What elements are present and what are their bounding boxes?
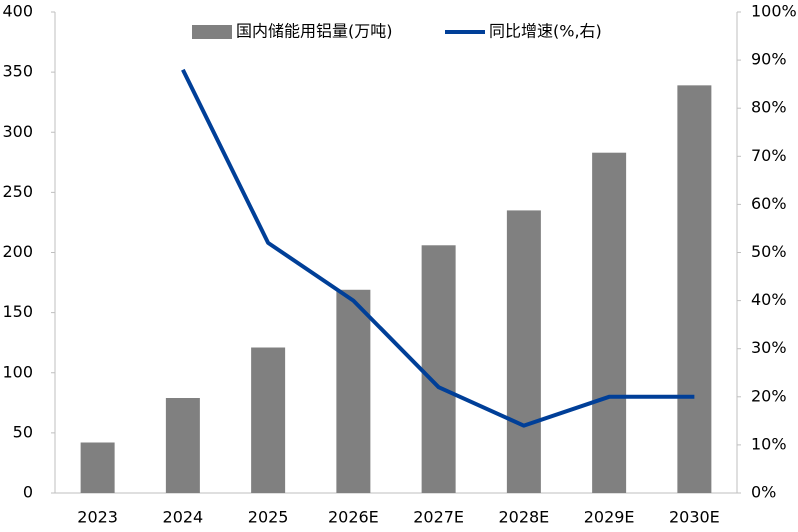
x-tick-label: 2026E	[328, 508, 379, 527]
x-tick-label: 2029E	[584, 508, 635, 527]
y2-tick-label: 20%	[751, 386, 787, 405]
y-tick-label: 150	[2, 302, 33, 321]
legend-label: 国内储能用铝量(万吨)	[236, 22, 393, 41]
bar	[336, 289, 371, 493]
bar	[165, 398, 200, 493]
y2-tick-label: 0%	[751, 483, 776, 502]
y2-tick-label: 50%	[751, 242, 787, 261]
bar	[677, 85, 712, 493]
x-tick-label: 2024	[163, 508, 204, 527]
y2-tick-label: 100%	[751, 2, 797, 21]
x-tick-label: 2023	[77, 508, 118, 527]
y2-tick-label: 40%	[751, 290, 787, 309]
y-tick-label: 250	[2, 182, 33, 201]
y-tick-label: 400	[2, 2, 33, 21]
y-tick-label: 100	[2, 362, 33, 381]
y-tick-label: 0	[23, 483, 33, 502]
y2-tick-label: 70%	[751, 146, 787, 165]
bar	[251, 347, 286, 493]
y-tick-label: 300	[2, 122, 33, 141]
x-tick-label: 2030E	[669, 508, 720, 527]
bar	[592, 152, 627, 493]
y2-tick-label: 80%	[751, 98, 787, 117]
x-tick-label: 2025	[248, 508, 289, 527]
y2-tick-label: 10%	[751, 434, 787, 453]
x-tick-label: 2028E	[498, 508, 549, 527]
y2-tick-label: 60%	[751, 194, 787, 213]
y2-tick-label: 90%	[751, 50, 787, 69]
y-tick-label: 350	[2, 62, 33, 81]
y2-tick-label: 30%	[751, 338, 787, 357]
bar	[421, 245, 456, 493]
x-tick-label: 2027E	[413, 508, 464, 527]
bar	[506, 210, 541, 493]
y-tick-label: 50	[13, 422, 33, 441]
y-tick-label: 200	[2, 242, 33, 261]
legend-label: 同比增速(%,右)	[489, 22, 602, 41]
legend-swatch	[192, 25, 232, 39]
bar	[80, 442, 115, 493]
line	[181, 68, 695, 428]
